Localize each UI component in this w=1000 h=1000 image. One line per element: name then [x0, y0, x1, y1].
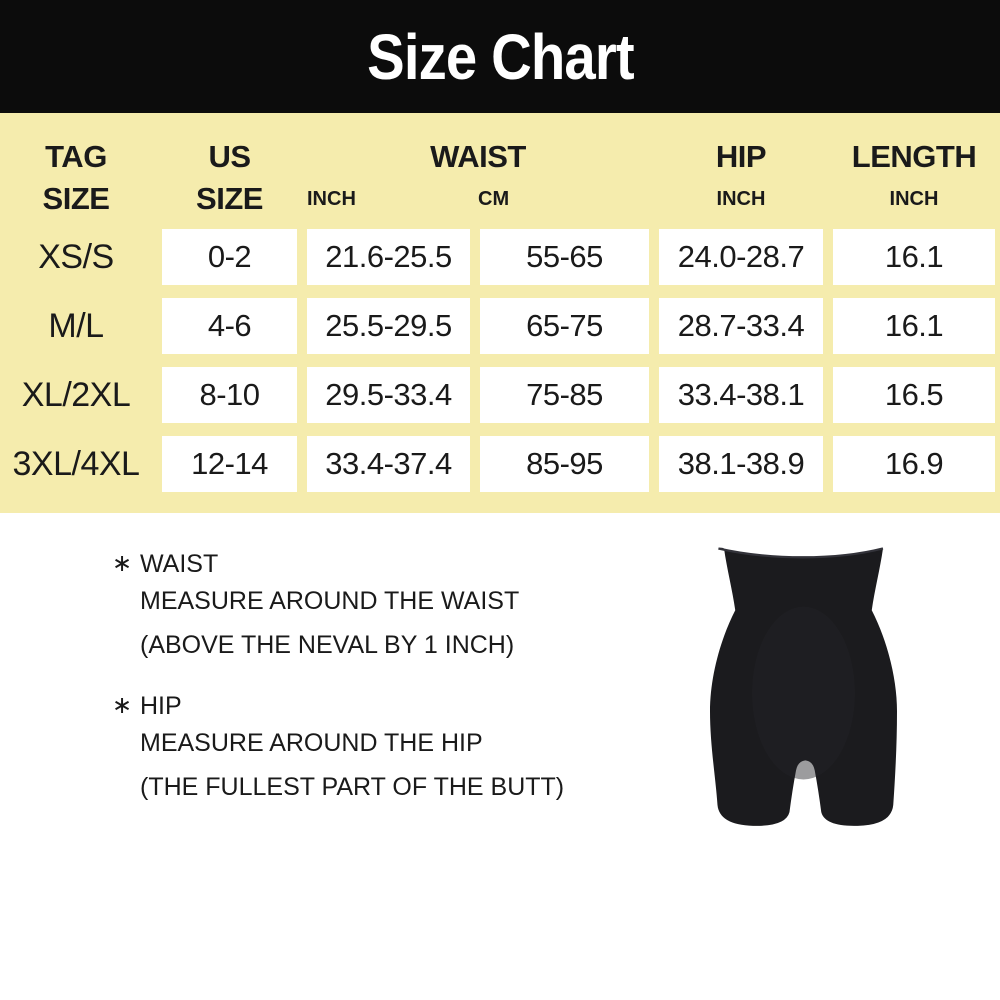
note-hip: ∗ HIP MEASURE AROUND THE HIP (THE FULLES…: [112, 691, 632, 809]
table-cell: 16.5: [833, 367, 995, 423]
note-title: WAIST: [140, 550, 219, 578]
note-waist: ∗ WAIST MEASURE AROUND THE WAIST (ABOVE …: [112, 549, 632, 667]
page-title: Size Chart: [366, 20, 634, 93]
table-cell: 16.9: [833, 436, 995, 492]
table-cell: 85-95: [480, 436, 649, 492]
table-cell: 4-6: [162, 298, 297, 354]
table-cell: 38.1-38.9: [659, 436, 823, 492]
column-header-length: LENGTH INCH: [833, 123, 995, 223]
row-label: M/L: [48, 306, 104, 345]
table-cell: 12-14: [162, 436, 297, 492]
shapewear-product-image: [710, 547, 897, 826]
table-cell: 29.5-33.4: [307, 367, 470, 423]
table-cell: 55-65: [480, 229, 649, 285]
table-cell: 33.4-37.4: [307, 436, 470, 492]
subheader-length-inch: INCH: [889, 187, 939, 210]
table-cell: 16.1: [833, 229, 995, 285]
fabric-sheen: [752, 606, 855, 780]
column-header-hip: HIP INCH: [659, 123, 823, 223]
title-bar: Size Chart: [0, 0, 1000, 113]
row-label: XS/S: [38, 237, 114, 276]
table-body: XS/S 0-2 21.6-25.5 55-65 24.0-28.7 16.1 …: [0, 229, 1000, 492]
star-bullet-icon: ∗: [112, 692, 133, 719]
note-line: MEASURE AROUND THE HIP: [140, 729, 483, 757]
note-line: MEASURE AROUND THE WAIST: [140, 587, 520, 615]
waistband-rim: [718, 547, 884, 559]
table-cell: 21.6-25.5: [307, 229, 470, 285]
note-line: (ABOVE THE NEVAL BY 1 INCH): [140, 631, 515, 659]
measure-guide-section: ∗ WAIST MEASURE AROUND THE WAIST (ABOVE …: [0, 513, 1000, 1000]
table-cell: 33.4-38.1: [659, 367, 823, 423]
subheader-hip-inch: INCH: [716, 187, 766, 210]
row-label: XL/2XL: [21, 375, 131, 414]
table-cell: 28.7-33.4: [659, 298, 823, 354]
table-cell: 65-75: [480, 298, 649, 354]
table-cell: 24.0-28.7: [659, 229, 823, 285]
table-cell: 0-2: [162, 229, 297, 285]
note-title: HIP: [140, 692, 182, 720]
table-cell: 25.5-29.5: [307, 298, 470, 354]
note-line: (THE FULLEST PART OF THE BUTT): [140, 773, 565, 801]
subheader-waist-inch: INCH: [307, 187, 356, 210]
column-header-us-size: US SIZE: [196, 139, 263, 216]
column-header-waist: WAIST INCH CM: [307, 123, 649, 223]
notes-list: ∗ WAIST MEASURE AROUND THE WAIST (ABOVE …: [112, 549, 632, 833]
column-header-tag-size: TAG SIZE: [42, 139, 110, 216]
table-cell: 16.1: [833, 298, 995, 354]
subheader-waist-cm: CM: [478, 187, 510, 210]
table-header-row: TAG SIZE US SIZE WAIST INCH CM HIP INCH …: [0, 123, 1000, 223]
row-label: 3XL/4XL: [12, 444, 140, 483]
table-cell: 8-10: [162, 367, 297, 423]
star-bullet-icon: ∗: [112, 550, 133, 577]
table-cell: 75-85: [480, 367, 649, 423]
size-table: TAG SIZE US SIZE WAIST INCH CM HIP INCH …: [0, 113, 1000, 513]
